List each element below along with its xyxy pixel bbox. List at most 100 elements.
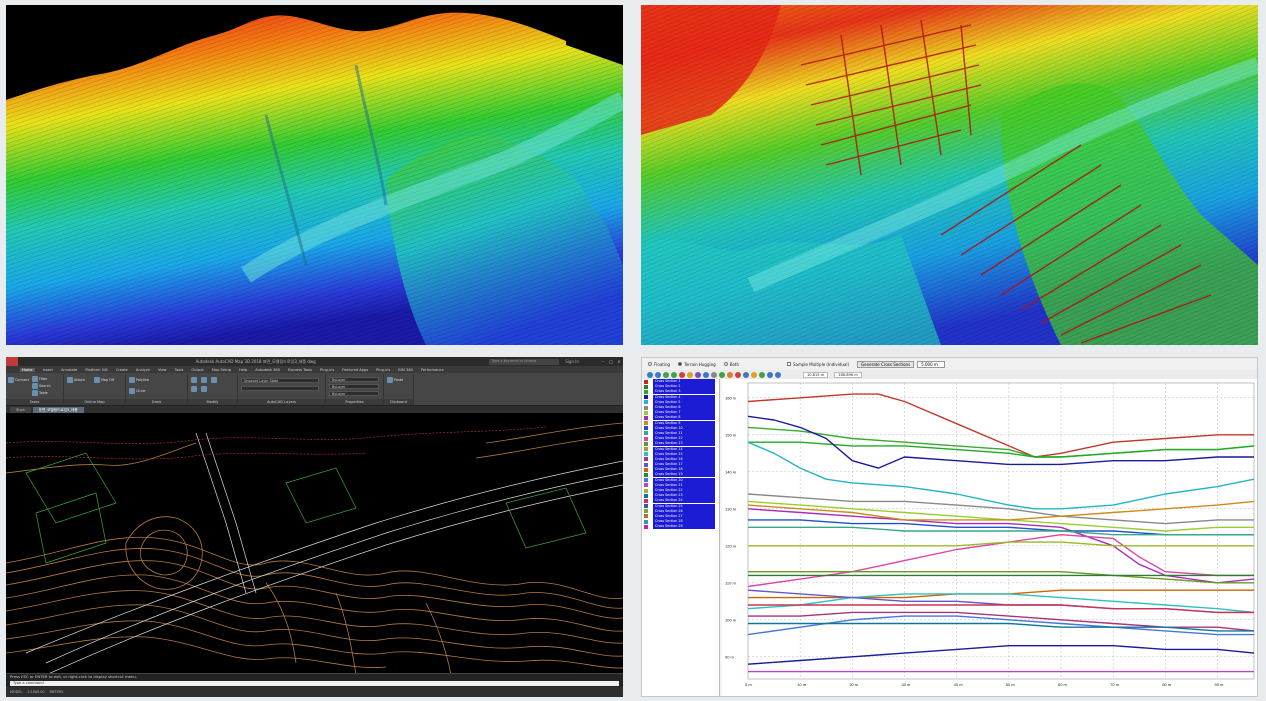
list-item[interactable]: Cross Section 26 (642, 508, 719, 514)
list-item[interactable]: Cross Section 13 (642, 441, 719, 447)
list-item[interactable]: Cross Section 19 (642, 472, 719, 478)
connect-button[interactable]: Connect (8, 377, 29, 383)
list-item[interactable]: Cross Section 21 (642, 482, 719, 488)
list-item[interactable]: Cross Section 23 (642, 493, 719, 499)
list-item[interactable]: Cross Section 15 (642, 451, 719, 457)
help-icon[interactable] (775, 371, 781, 378)
linetype-dropdown[interactable]: ByLayer (329, 384, 379, 389)
list-item[interactable]: Cross Section 7 (642, 410, 719, 416)
color-icon[interactable] (727, 371, 733, 378)
ribbon-tab[interactable]: Output (191, 367, 204, 372)
measure-icon[interactable] (687, 371, 693, 378)
doc-tab-start[interactable]: Start (10, 406, 31, 413)
list-item[interactable]: Cross Section 2 (642, 384, 719, 390)
list-item[interactable]: Cross Section 12 (642, 436, 719, 442)
cross-section-list[interactable]: Cross Section 1 Cross Section 2 Cross Sect… (642, 379, 720, 696)
list-item[interactable]: Cross Section 18 (642, 467, 719, 473)
sample-multiple-checkbox[interactable]: Sample Multiple (Individual) (787, 362, 849, 367)
ribbon-tab[interactable]: Plug-ins (320, 367, 335, 372)
list-item[interactable]: Cross Section 24 (642, 498, 719, 504)
settings-icon[interactable] (711, 371, 717, 378)
ribbon-tab[interactable]: Home (20, 367, 35, 372)
paste-button[interactable]: Paste (387, 377, 403, 383)
generate-cross-sections-button[interactable]: Generate Cross Sections (857, 360, 915, 368)
ribbon-tab[interactable]: Help (239, 367, 248, 372)
status-model[interactable]: MODEL (10, 690, 23, 694)
terrain-3d-view-sections[interactable] (641, 5, 1258, 345)
close-icon[interactable]: × (617, 359, 621, 364)
list-item[interactable]: Cross Section 11 (642, 430, 719, 436)
both-radio[interactable]: Both (723, 362, 739, 367)
info-icon[interactable] (767, 371, 773, 378)
select-icon[interactable] (679, 371, 685, 378)
list-item[interactable]: Cross Section 28 (642, 519, 719, 525)
list-item[interactable]: Cross Section 27 (642, 513, 719, 519)
list-item[interactable]: Cross Section 22 (642, 488, 719, 494)
refresh-icon[interactable] (759, 371, 765, 378)
ribbon-tab[interactable]: Express Tools (288, 367, 313, 372)
ribbon-tab[interactable]: Insert (42, 367, 53, 372)
layer-dropdown[interactable] (241, 386, 319, 391)
export-icon[interactable] (695, 371, 701, 378)
map-off-button[interactable]: Map Off (94, 377, 114, 383)
lineweight-dropdown[interactable]: ByLayer (329, 391, 379, 396)
zoom-out-icon[interactable] (655, 371, 661, 378)
list-item[interactable]: Cross Section 25 (642, 503, 719, 509)
ribbon-tab[interactable]: View (157, 367, 167, 372)
copy-icon[interactable] (703, 371, 709, 378)
layer-state-dropdown[interactable]: Unsaved Layer State (241, 378, 319, 383)
mirror-icon[interactable] (201, 386, 208, 392)
search-button[interactable]: Search (32, 383, 51, 389)
ribbon-tab[interactable]: Create (115, 367, 128, 372)
status-scale[interactable]: 1:1000.00 (27, 690, 45, 694)
attach-button[interactable]: Attach (67, 377, 85, 383)
clear-icon[interactable] (735, 371, 741, 378)
pan-icon[interactable] (663, 371, 669, 378)
grid-icon[interactable] (751, 371, 757, 378)
ribbon-tab[interactable]: Featured Apps (342, 367, 369, 372)
list-item[interactable]: Cross Section 17 (642, 462, 719, 468)
sign-in-link[interactable]: Sign In (565, 359, 579, 364)
ribbon-tab[interactable]: Autodesk 360 (255, 367, 281, 372)
trim-icon[interactable] (211, 377, 218, 383)
command-input[interactable]: Type a command (10, 681, 619, 686)
list-item[interactable]: Cross Section 9 (642, 420, 719, 426)
list-item[interactable]: Cross Section 16 (642, 456, 719, 462)
floating-radio[interactable]: Floating (648, 362, 670, 367)
ribbon-tab[interactable]: Performance (420, 367, 444, 372)
list-item[interactable]: Cross Section 4 (642, 394, 719, 400)
polyline-button[interactable]: Polyline (129, 377, 149, 383)
minimize-icon[interactable]: – (602, 359, 604, 364)
layer-icon[interactable] (719, 371, 725, 378)
color-dropdown[interactable]: ByLayer (329, 377, 379, 382)
print-icon[interactable] (743, 371, 749, 378)
list-item[interactable]: Cross Section 10 (642, 425, 719, 431)
list-item[interactable]: Cross Section 29 (642, 524, 719, 530)
ribbon-tab[interactable]: Analyze (135, 367, 150, 372)
copy-icon[interactable] (191, 386, 198, 392)
list-item[interactable]: Cross Section 6 (642, 405, 719, 411)
rotate-icon[interactable] (201, 377, 208, 383)
list-item[interactable]: Cross Section 3 (642, 389, 719, 395)
ribbon-tab[interactable]: Plug-ins (376, 367, 391, 372)
cross-section-chart[interactable]: 160 m 150 m 140 m 130 m 120 m 110 m 100 m 90 m 0… (722, 379, 1257, 696)
list-item[interactable]: Cross Section 20 (642, 477, 719, 483)
ribbon-tab[interactable]: Tools (174, 367, 184, 372)
spacing-field[interactable]: 5.000 m (917, 360, 946, 368)
autocad-logo-icon[interactable] (6, 357, 18, 366)
fit-icon[interactable] (671, 371, 677, 378)
doc-tab-drawing[interactable]: 표면_모델링드로잉3_태풍 (32, 406, 84, 413)
maximize-icon[interactable]: □ (609, 359, 613, 364)
list-item[interactable]: Cross Section 14 (642, 446, 719, 452)
circle-button[interactable]: Circle (129, 388, 146, 394)
ribbon-tab[interactable]: BIM 360 (398, 367, 413, 372)
drawing-canvas[interactable] (6, 413, 623, 683)
table-button[interactable]: Table (32, 390, 48, 396)
terrain-hugging-radio[interactable]: Terrain Hugging (678, 362, 716, 367)
ribbon-tab[interactable]: Map Setup (211, 367, 232, 372)
list-item[interactable]: Cross Section 1 (642, 379, 719, 385)
ribbon-tab[interactable]: Annotate (60, 367, 78, 372)
filter-button[interactable]: Filter (32, 376, 47, 382)
status-units[interactable]: METERS (49, 690, 64, 694)
zoom-in-icon[interactable] (647, 371, 653, 378)
